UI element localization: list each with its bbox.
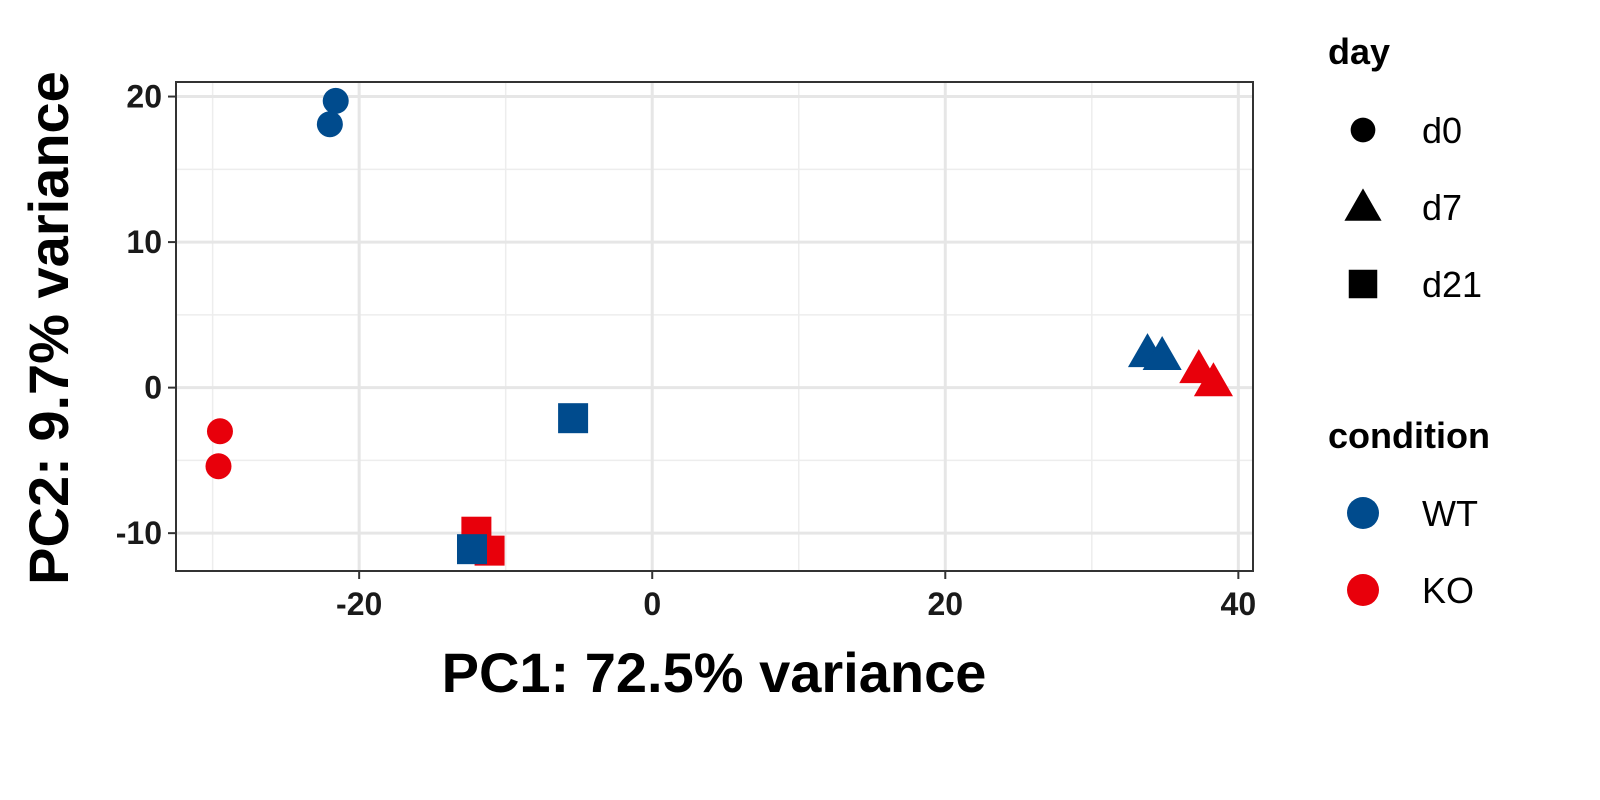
legend-condition: condition WT KO xyxy=(1328,415,1490,611)
legend-label-wt: WT xyxy=(1422,493,1478,534)
data-point-wt-d7 xyxy=(1142,336,1182,371)
y-axis-title: PC2: 9.7% variance xyxy=(17,71,80,585)
data-point-wt-d21 xyxy=(558,403,589,434)
legend-key-ko xyxy=(1347,574,1379,606)
x-tick-label: 40 xyxy=(1221,586,1257,622)
axis-ticks xyxy=(168,95,1240,579)
data-point-wt-d0 xyxy=(316,111,343,138)
legend-label-d21: d21 xyxy=(1422,264,1482,305)
legend-day-title: day xyxy=(1328,31,1390,72)
grid-minor xyxy=(176,82,1253,571)
y-tick-label: -10 xyxy=(116,515,162,551)
legend-key-d0 xyxy=(1350,117,1376,143)
x-tick-label: 20 xyxy=(927,586,963,622)
plot-panel xyxy=(176,82,1253,571)
x-axis-title: PC1: 72.5% variance xyxy=(442,641,987,704)
x-tick-label: 0 xyxy=(643,586,661,622)
grid-major xyxy=(176,82,1253,571)
data-point-ko-d0 xyxy=(205,453,232,480)
data-point-wt-d0 xyxy=(322,87,349,114)
plot-border xyxy=(175,81,1254,572)
legend-day: day d0 d7 d21 xyxy=(1328,31,1482,305)
legend-label-d7: d7 xyxy=(1422,187,1462,228)
y-tick-label: 20 xyxy=(126,79,162,115)
legend-label-d0: d0 xyxy=(1422,110,1462,151)
legend-key-d7 xyxy=(1344,188,1382,221)
data-point-ko-d0 xyxy=(206,418,233,445)
legend-condition-title: condition xyxy=(1328,415,1490,456)
legend-key-wt xyxy=(1347,497,1379,529)
data-points xyxy=(205,87,1233,566)
x-tick-label: -20 xyxy=(336,586,382,622)
y-tick-labels: -10 0 10 20 xyxy=(116,79,162,552)
y-tick-label: 0 xyxy=(144,370,162,406)
legend-label-ko: KO xyxy=(1422,570,1474,611)
data-point-ko-d7 xyxy=(1193,362,1233,397)
data-point-wt-d21 xyxy=(456,534,487,565)
x-tick-labels: -20 0 20 40 xyxy=(336,586,1256,622)
legend-key-d21 xyxy=(1348,269,1378,299)
y-tick-label: 10 xyxy=(126,224,162,260)
